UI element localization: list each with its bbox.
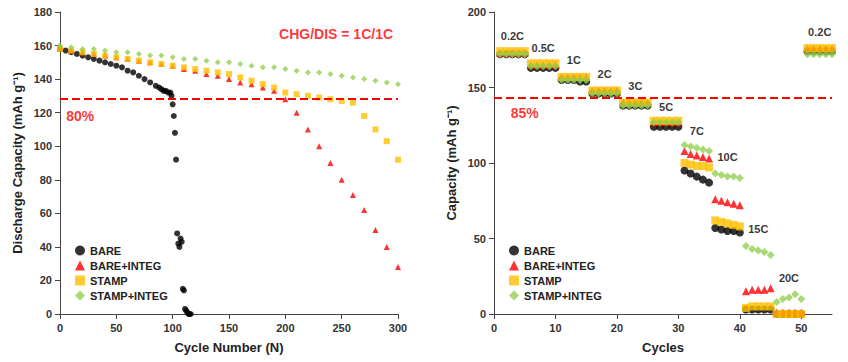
svg-text:3C: 3C: [628, 80, 642, 92]
svg-text:0: 0: [480, 308, 486, 320]
svg-text:85%: 85%: [511, 105, 540, 121]
svg-text:STAMP: STAMP: [90, 275, 128, 287]
svg-text:0: 0: [46, 308, 52, 320]
svg-text:BARE+INTEG: BARE+INTEG: [90, 260, 161, 272]
svg-text:180: 180: [34, 6, 52, 18]
svg-text:150: 150: [468, 82, 486, 94]
svg-text:20: 20: [40, 274, 52, 286]
svg-text:15C: 15C: [748, 223, 768, 235]
svg-text:5C: 5C: [659, 101, 673, 113]
svg-text:300: 300: [389, 322, 407, 334]
svg-text:STAMP+INTEG: STAMP+INTEG: [90, 290, 168, 302]
svg-text:50: 50: [795, 322, 807, 334]
svg-text:10C: 10C: [717, 151, 737, 163]
svg-text:50: 50: [474, 233, 486, 245]
svg-text:150: 150: [220, 322, 238, 334]
svg-text:0.5C: 0.5C: [532, 42, 555, 54]
svg-text:0: 0: [491, 322, 497, 334]
svg-text:160: 160: [34, 40, 52, 52]
svg-text:30: 30: [672, 322, 684, 334]
svg-text:BARE+INTEG: BARE+INTEG: [524, 260, 595, 272]
svg-text:80%: 80%: [66, 108, 95, 124]
svg-text:140: 140: [34, 73, 52, 85]
svg-text:0: 0: [57, 322, 63, 334]
svg-text:STAMP: STAMP: [524, 275, 562, 287]
svg-text:Discharge Capacity (mAh g⁻¹): Discharge Capacity (mAh g⁻¹): [10, 72, 25, 254]
svg-text:Cycle Number (N): Cycle Number (N): [174, 340, 283, 355]
svg-text:7C: 7C: [690, 125, 704, 137]
svg-text:80: 80: [40, 174, 52, 186]
svg-text:STAMP+INTEG: STAMP+INTEG: [524, 290, 602, 302]
svg-text:BARE: BARE: [524, 245, 555, 257]
svg-text:200: 200: [468, 6, 486, 18]
svg-text:CHG/DIS = 1C/1C: CHG/DIS = 1C/1C: [279, 26, 393, 42]
svg-text:60: 60: [40, 207, 52, 219]
svg-text:120: 120: [34, 107, 52, 119]
svg-text:Cycles: Cycles: [642, 340, 684, 355]
svg-text:Capacity (mAh g⁻¹): Capacity (mAh g⁻¹): [444, 105, 459, 220]
svg-text:40: 40: [734, 322, 746, 334]
svg-text:100: 100: [468, 157, 486, 169]
svg-text:2C: 2C: [598, 68, 612, 80]
svg-text:20: 20: [611, 322, 623, 334]
svg-text:0.2C: 0.2C: [501, 30, 524, 42]
svg-text:100: 100: [34, 140, 52, 152]
svg-text:10: 10: [549, 322, 561, 334]
svg-text:100: 100: [163, 322, 181, 334]
svg-text:250: 250: [332, 322, 350, 334]
svg-text:BARE: BARE: [90, 245, 121, 257]
svg-text:200: 200: [276, 322, 294, 334]
svg-text:40: 40: [40, 241, 52, 253]
svg-text:0.2C: 0.2C: [808, 26, 831, 38]
svg-text:20C: 20C: [779, 272, 799, 284]
svg-text:1C: 1C: [567, 54, 581, 66]
svg-text:50: 50: [110, 322, 122, 334]
